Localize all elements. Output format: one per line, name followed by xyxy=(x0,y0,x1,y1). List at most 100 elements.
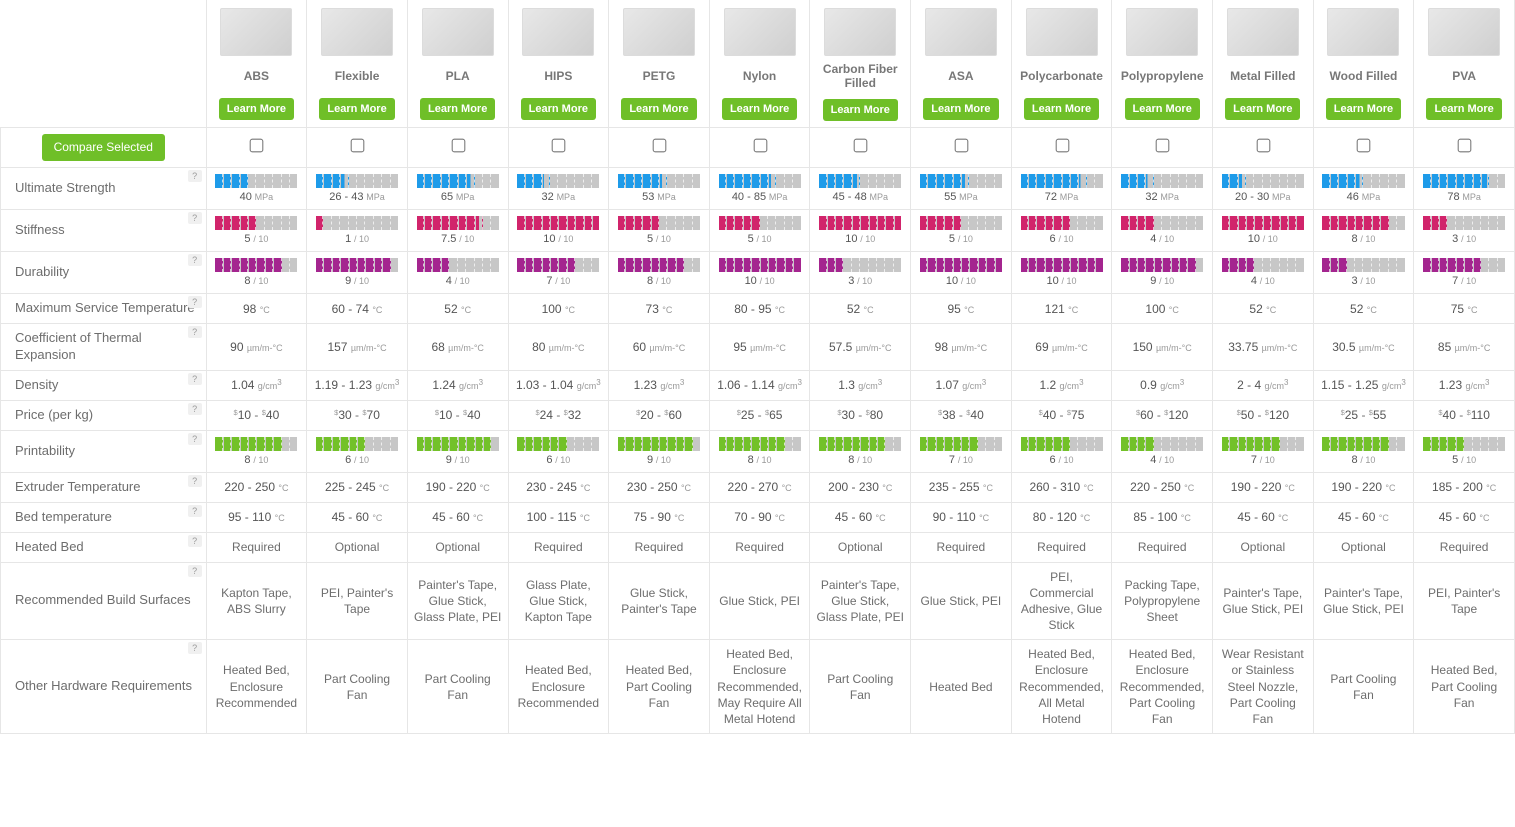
learn-more-button[interactable]: Learn More xyxy=(1225,98,1300,120)
cell: 5 / 10 xyxy=(709,210,810,252)
cell: 65 MPa xyxy=(407,168,508,210)
cell: Optional xyxy=(810,532,911,562)
cell: Heated Bed, Enclosure Recommended xyxy=(206,640,307,734)
cell: Optional xyxy=(407,532,508,562)
cell: Heated Bed, Enclosure Recommended, Part … xyxy=(1112,640,1213,734)
cell: 70 - 90 °C xyxy=(709,502,810,532)
bar-gauge: 8 / 10 xyxy=(215,437,297,466)
compare-button[interactable]: Compare Selected xyxy=(42,134,165,162)
bar-gauge: 55 MPa xyxy=(920,174,1002,203)
cell: Heated Bed, Enclosure Recommended xyxy=(508,640,609,734)
bar-gauge: 10 / 10 xyxy=(719,258,801,287)
cell: 200 - 230 °C xyxy=(810,472,911,502)
compare-checkbox[interactable] xyxy=(955,138,969,152)
compare-cell xyxy=(1414,127,1515,168)
cell: 4 / 10 xyxy=(407,252,508,294)
bar-gauge: 10 / 10 xyxy=(920,258,1002,287)
cell: 2 - 4 g/cm3 xyxy=(1212,371,1313,401)
material-header: Metal FilledLearn More xyxy=(1212,0,1313,127)
compare-checkbox[interactable] xyxy=(250,138,264,152)
material-thumb xyxy=(1026,8,1098,56)
cell: 1.06 - 1.14 g/cm3 xyxy=(709,371,810,401)
compare-checkbox[interactable] xyxy=(351,138,365,152)
learn-more-button[interactable]: Learn More xyxy=(923,98,998,120)
cell: Heated Bed, Part Cooling Fan xyxy=(609,640,710,734)
cell: 8 / 10 xyxy=(609,252,710,294)
compare-cell xyxy=(307,127,408,168)
cell: PEI, Painter's Tape xyxy=(1414,562,1515,640)
compare-checkbox[interactable] xyxy=(1055,138,1069,152)
learn-more-button[interactable]: Learn More xyxy=(219,98,294,120)
help-icon[interactable]: ? xyxy=(188,565,202,577)
material-thumb xyxy=(1327,8,1399,56)
help-icon[interactable]: ? xyxy=(188,254,202,266)
compare-checkbox[interactable] xyxy=(451,138,465,152)
cell: 72 MPa xyxy=(1011,168,1112,210)
learn-more-button[interactable]: Learn More xyxy=(521,98,596,120)
bar-gauge: 5 / 10 xyxy=(920,216,1002,245)
cell: 75 - 90 °C xyxy=(609,502,710,532)
compare-checkbox[interactable] xyxy=(854,138,868,152)
row-label: Recommended Build Surfaces? xyxy=(1,562,207,640)
help-icon[interactable]: ? xyxy=(188,475,202,487)
cell: Heated Bed, Enclosure Recommended, May R… xyxy=(709,640,810,734)
learn-more-button[interactable]: Learn More xyxy=(1426,98,1501,120)
compare-checkbox[interactable] xyxy=(653,138,667,152)
material-header: PolycarbonateLearn More xyxy=(1011,0,1112,127)
bar-gauge: 4 / 10 xyxy=(1121,216,1203,245)
bar-gauge: 3 / 10 xyxy=(819,258,901,287)
compare-checkbox[interactable] xyxy=(1256,138,1270,152)
learn-more-button[interactable]: Learn More xyxy=(1125,98,1200,120)
cell: 8 / 10 xyxy=(1313,430,1414,472)
cell: 80 µm/m-°C xyxy=(508,324,609,371)
cell: 190 - 220 °C xyxy=(1212,472,1313,502)
help-icon[interactable]: ? xyxy=(188,505,202,517)
learn-more-button[interactable]: Learn More xyxy=(823,99,898,121)
help-icon[interactable]: ? xyxy=(188,433,202,445)
cell: Optional xyxy=(1313,532,1414,562)
cell: Painter's Tape, Glue Stick, Glass Plate,… xyxy=(407,562,508,640)
cell: Heated Bed, Enclosure Recommended, All M… xyxy=(1011,640,1112,734)
material-header: PLA Learn More xyxy=(407,0,508,127)
help-icon[interactable]: ? xyxy=(188,373,202,385)
help-icon[interactable]: ? xyxy=(188,212,202,224)
compare-checkbox[interactable] xyxy=(1156,138,1170,152)
material-thumb xyxy=(824,8,896,56)
cell: $25 - $55 xyxy=(1313,400,1414,430)
help-icon[interactable]: ? xyxy=(188,535,202,547)
learn-more-button[interactable]: Learn More xyxy=(1326,98,1401,120)
cell: $20 - $60 xyxy=(609,400,710,430)
material-header: Wood FilledLearn More xyxy=(1313,0,1414,127)
cell: Kapton Tape, ABS Slurry xyxy=(206,562,307,640)
cell: 100 - 115 °C xyxy=(508,502,609,532)
help-icon[interactable]: ? xyxy=(188,170,202,182)
learn-more-button[interactable]: Learn More xyxy=(1024,98,1099,120)
material-header: Carbon Fiber FilledLearn More xyxy=(810,0,911,127)
row-label: Extruder Temperature? xyxy=(1,472,207,502)
material-name: PLA xyxy=(412,62,504,90)
table-row-heated: Heated Bed?RequiredOptionalOptionalRequi… xyxy=(1,532,1515,562)
cell: 10 / 10 xyxy=(1212,210,1313,252)
material-thumb xyxy=(1227,8,1299,56)
cell: 10 / 10 xyxy=(709,252,810,294)
cell: 52 °C xyxy=(1212,294,1313,324)
help-icon[interactable]: ? xyxy=(188,326,202,338)
help-icon[interactable]: ? xyxy=(188,296,202,308)
row-label: Maximum Service Temperature? xyxy=(1,294,207,324)
material-thumb xyxy=(724,8,796,56)
compare-checkbox[interactable] xyxy=(1458,138,1472,152)
compare-checkbox[interactable] xyxy=(552,138,566,152)
material-header: FlexibleLearn More xyxy=(307,0,408,127)
cell: Glue Stick, PEI xyxy=(911,562,1012,640)
cell: 69 µm/m-°C xyxy=(1011,324,1112,371)
help-icon[interactable]: ? xyxy=(188,642,202,654)
learn-more-button[interactable]: Learn More xyxy=(621,98,696,120)
help-icon[interactable]: ? xyxy=(188,403,202,415)
compare-checkbox[interactable] xyxy=(1357,138,1371,152)
learn-more-button[interactable]: Learn More xyxy=(420,98,495,120)
learn-more-button[interactable]: Learn More xyxy=(319,98,394,120)
material-thumb xyxy=(422,8,494,56)
learn-more-button[interactable]: Learn More xyxy=(722,98,797,120)
compare-checkbox[interactable] xyxy=(753,138,767,152)
cell: Part Cooling Fan xyxy=(307,640,408,734)
